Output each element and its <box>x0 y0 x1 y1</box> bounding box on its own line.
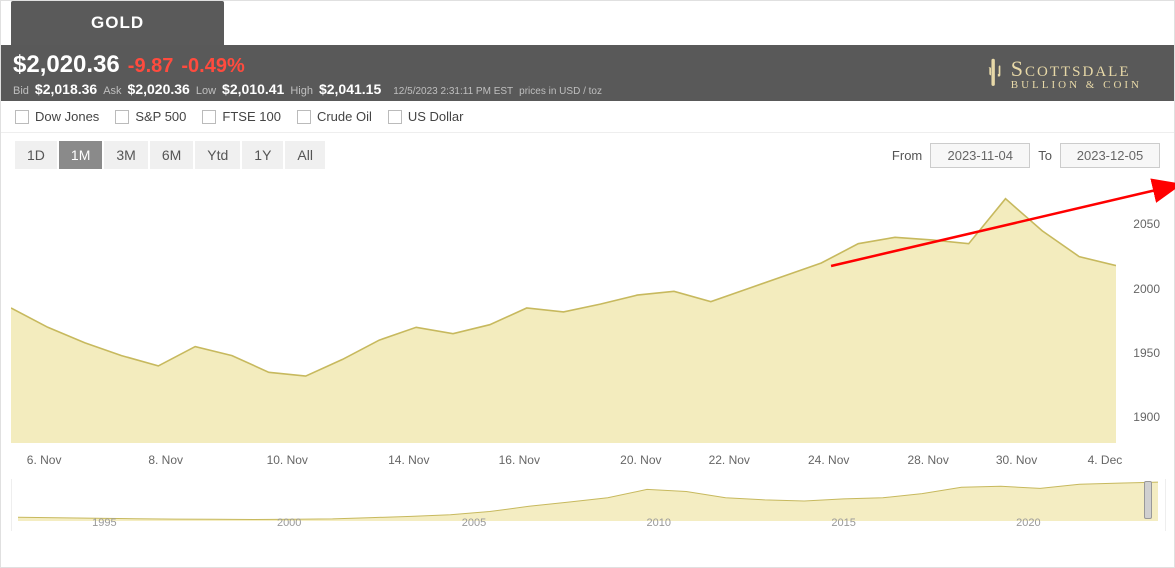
y-axis-tick: 1900 <box>1133 410 1160 424</box>
main-chart[interactable]: 1900 1950 2000 2050 6. Nov 8. Nov 10. Nov 14. … <box>11 173 1166 473</box>
bid-label: Bid <box>13 85 29 97</box>
compare-row: Dow Jones S&P 500 FTSE 100 Crude Oil US Doll… <box>1 101 1174 133</box>
cactus-icon <box>983 57 1005 91</box>
brand-logo[interactable]: Scottsdale BULLION & COIN <box>983 57 1162 91</box>
y-axis-tick: 1950 <box>1133 346 1160 360</box>
range-button-1d[interactable]: 1D <box>15 141 57 169</box>
range-button-3m[interactable]: 3M <box>104 141 147 169</box>
from-label: From <box>892 148 922 163</box>
checkbox-icon <box>15 110 29 124</box>
navigator-x-tick: 2010 <box>647 517 671 529</box>
navigator-x-tick: 2000 <box>277 517 301 529</box>
x-axis-tick: 22. Nov <box>709 453 750 467</box>
x-axis-tick: 6. Nov <box>27 453 62 467</box>
x-axis-tick: 24. Nov <box>808 453 849 467</box>
compare-label: FTSE 100 <box>222 109 281 124</box>
compare-checkbox[interactable]: FTSE 100 <box>202 109 281 124</box>
x-axis-tick: 28. Nov <box>907 453 948 467</box>
checkbox-icon <box>202 110 216 124</box>
timestamp: 12/5/2023 2:31:11 PM EST <box>393 86 513 97</box>
low-value: $2,010.41 <box>222 81 284 97</box>
range-button-1y[interactable]: 1Y <box>242 141 283 169</box>
x-axis-tick: 4. Dec <box>1088 453 1123 467</box>
high-value: $2,041.15 <box>319 81 381 97</box>
navigator-handle[interactable] <box>1144 481 1152 519</box>
navigator-x-tick: 2020 <box>1016 517 1040 529</box>
checkbox-icon <box>115 110 129 124</box>
navigator-x-tick: 2015 <box>831 517 855 529</box>
ask-value: $2,020.36 <box>128 81 190 97</box>
tab-gold[interactable]: GOLD <box>11 1 224 45</box>
price-change-pct: -0.49% <box>181 55 244 78</box>
compare-checkbox[interactable]: US Dollar <box>388 109 464 124</box>
price-change-abs: -9.87 <box>128 55 174 78</box>
bid-value: $2,018.36 <box>35 81 97 97</box>
compare-label: Dow Jones <box>35 109 99 124</box>
x-axis-tick: 8. Nov <box>148 453 183 467</box>
compare-checkbox[interactable]: Dow Jones <box>15 109 99 124</box>
low-label: Low <box>196 85 216 97</box>
y-axis-tick: 2000 <box>1133 282 1160 296</box>
unit-note: prices in USD / toz <box>519 86 602 97</box>
to-label: To <box>1038 148 1052 163</box>
brand-tagline: BULLION & COIN <box>1011 80 1142 91</box>
compare-label: Crude Oil <box>317 109 372 124</box>
x-axis-tick: 16. Nov <box>499 453 540 467</box>
compare-checkbox[interactable]: S&P 500 <box>115 109 186 124</box>
compare-checkbox[interactable]: Crude Oil <box>297 109 372 124</box>
y-axis-tick: 2050 <box>1133 217 1160 231</box>
high-label: High <box>290 85 313 97</box>
x-axis-tick: 14. Nov <box>388 453 429 467</box>
range-button-ytd[interactable]: Ytd <box>195 141 240 169</box>
checkbox-icon <box>388 110 402 124</box>
price-header: $2,020.36 -9.87 -0.49% Bid $2,018.36 Ask… <box>1 45 1174 101</box>
x-axis-tick: 20. Nov <box>620 453 661 467</box>
compare-label: US Dollar <box>408 109 464 124</box>
compare-label: S&P 500 <box>135 109 186 124</box>
to-date-input[interactable] <box>1060 143 1160 168</box>
navigator-x-tick: 2005 <box>462 517 486 529</box>
range-button-6m[interactable]: 6M <box>150 141 193 169</box>
range-button-all[interactable]: All <box>285 141 325 169</box>
spot-price: $2,020.36 <box>13 51 120 79</box>
navigator-x-tick: 1995 <box>92 517 116 529</box>
brand-name: Scottsdale <box>1011 58 1142 80</box>
x-axis-tick: 10. Nov <box>267 453 308 467</box>
range-button-1m[interactable]: 1M <box>59 141 102 169</box>
ask-label: Ask <box>103 85 121 97</box>
range-buttons: 1D1M3M6MYtd1YAll <box>15 141 325 169</box>
navigator-chart[interactable]: 1995 2000 2005 2010 2015 2020 <box>11 479 1166 531</box>
from-date-input[interactable] <box>930 143 1030 168</box>
checkbox-icon <box>297 110 311 124</box>
x-axis-tick: 30. Nov <box>996 453 1037 467</box>
